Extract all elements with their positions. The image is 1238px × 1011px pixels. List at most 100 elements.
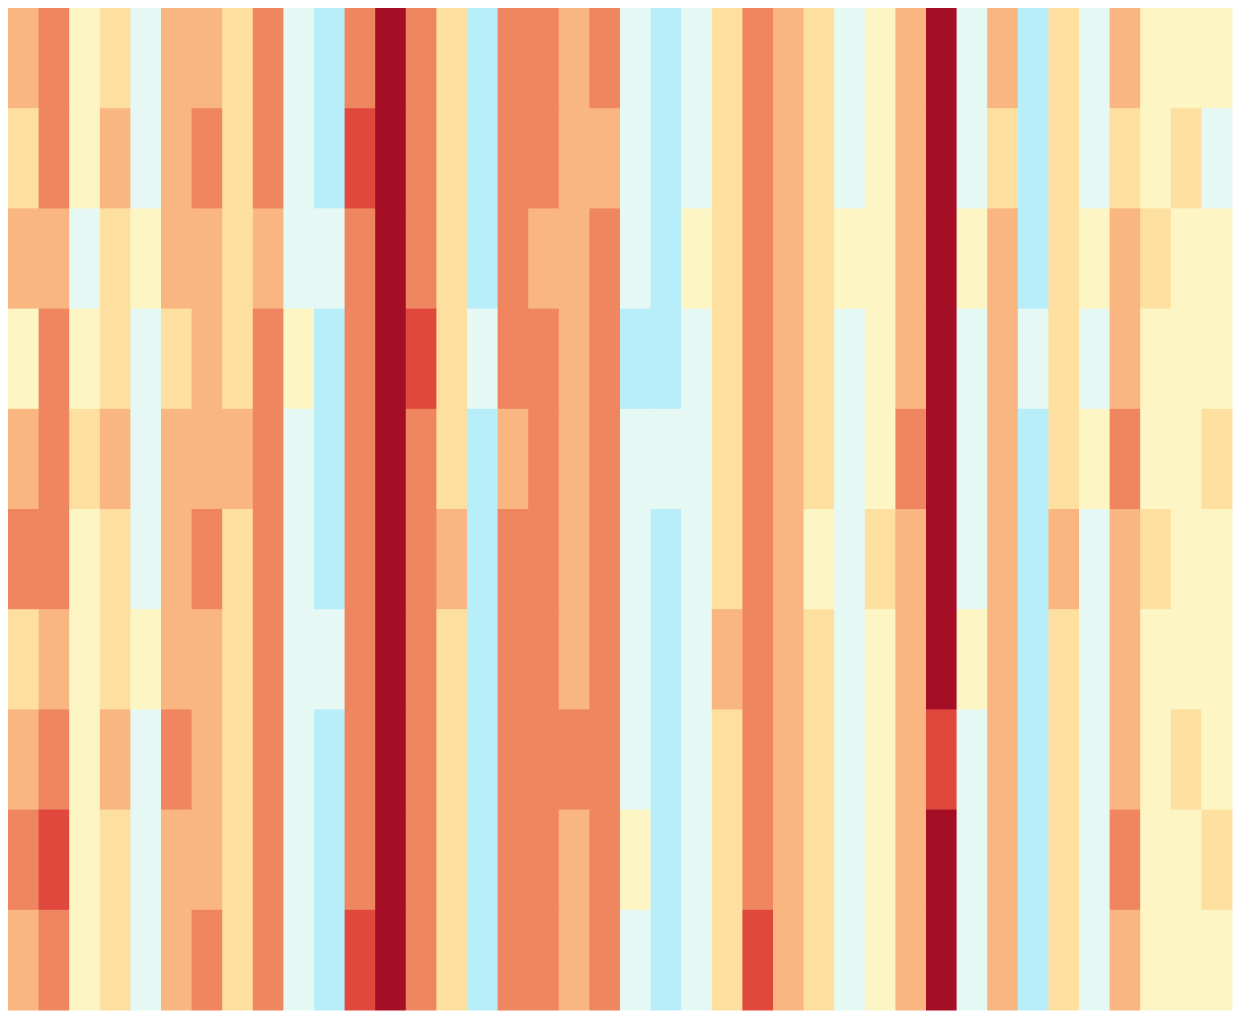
heatmap-cell: [1170, 709, 1202, 811]
heatmap-cell: [528, 108, 560, 209]
heatmap-cell: [283, 609, 315, 710]
heatmap-cell: [864, 408, 896, 510]
heatmap-cell: [803, 8, 835, 109]
heatmap-cell: [1048, 909, 1080, 1011]
heatmap-cell: [773, 609, 805, 710]
heatmap-cell: [620, 308, 652, 410]
heatmap-cell: [99, 709, 131, 811]
heatmap-cell: [99, 509, 131, 610]
heatmap-cell: [222, 108, 254, 209]
heatmap-cell: [283, 909, 315, 1011]
heatmap-cell: [436, 809, 468, 911]
heatmap-cell: [344, 208, 376, 310]
heatmap-cell: [467, 308, 499, 410]
heatmap-cell: [895, 609, 927, 710]
heatmap-cell: [803, 208, 835, 310]
heatmap-cell: [558, 709, 590, 811]
heatmap-cell: [1201, 709, 1233, 811]
heatmap-cell: [956, 609, 988, 710]
heatmap-cell: [1079, 308, 1111, 410]
heatmap-cell: [130, 609, 162, 710]
heatmap-cell: [1109, 208, 1141, 310]
heatmap-cell: [926, 909, 958, 1011]
heatmap-cell: [1140, 208, 1172, 310]
heatmap-cell: [497, 208, 529, 310]
heatmap-cell: [314, 709, 346, 811]
heatmap-cell: [711, 408, 743, 510]
heatmap-cell: [130, 909, 162, 1011]
heatmap-cell: [1017, 609, 1049, 710]
heatmap-cell: [497, 809, 529, 911]
heatmap-cell: [1079, 709, 1111, 811]
heatmap-cell: [956, 108, 988, 209]
heatmap-cell: [405, 8, 437, 109]
heatmap-cell: [589, 408, 621, 510]
heatmap-cell: [864, 509, 896, 610]
heatmap-cell: [1079, 509, 1111, 610]
heatmap-cell: [773, 308, 805, 410]
heatmap-cell: [283, 709, 315, 811]
heatmap-cell: [130, 709, 162, 811]
heatmap-cell: [1017, 408, 1049, 510]
heatmap-cell: [558, 108, 590, 209]
heatmap-cell: [191, 509, 223, 610]
heatmap-cell: [99, 8, 131, 109]
heatmap-cell: [1048, 809, 1080, 911]
heatmap-cell: [1048, 208, 1080, 310]
heatmap-cell: [375, 809, 407, 911]
heatmap-cell: [773, 509, 805, 610]
heatmap-cell: [895, 709, 927, 811]
heatmap-cell: [803, 609, 835, 710]
heatmap-cell: [161, 809, 193, 911]
heatmap-cell: [314, 108, 346, 209]
heatmap-cell: [1109, 308, 1141, 410]
heatmap-cell: [314, 208, 346, 310]
heatmap-cell: [1017, 308, 1049, 410]
heatmap-cell: [742, 408, 774, 510]
heatmap-cell: [956, 8, 988, 109]
heatmap-cell: [558, 208, 590, 310]
heatmap-cell: [283, 809, 315, 911]
heatmap-cell: [375, 709, 407, 811]
heatmap-cell: [375, 308, 407, 410]
heatmap-cell: [1048, 108, 1080, 209]
heatmap-cell: [1201, 609, 1233, 710]
heatmap-cell: [252, 709, 284, 811]
heatmap-cell: [161, 909, 193, 1011]
heatmap-cell: [650, 509, 682, 610]
heatmap-cell: [99, 408, 131, 510]
heatmap-cell: [987, 509, 1019, 610]
heatmap-cell: [1201, 509, 1233, 610]
heatmap-cell: [1079, 408, 1111, 510]
heatmap-cell: [252, 609, 284, 710]
heatmap-cell: [283, 408, 315, 510]
heatmap-cell: [497, 8, 529, 109]
heatmap-cell: [650, 809, 682, 911]
heatmap-cell: [130, 108, 162, 209]
heatmap-cell: [99, 909, 131, 1011]
heatmap-cell: [222, 909, 254, 1011]
heatmap-cell: [1201, 308, 1233, 410]
heatmap-cell: [803, 308, 835, 410]
heatmap-cell: [711, 509, 743, 610]
heatmap-cell: [99, 609, 131, 710]
heatmap-cell: [375, 909, 407, 1011]
heatmap-cell: [558, 509, 590, 610]
heatmap-cell: [38, 208, 70, 310]
heatmap-cell: [681, 208, 713, 310]
heatmap-cell: [130, 509, 162, 610]
heatmap-cell: [497, 509, 529, 610]
heatmap-cell: [1109, 909, 1141, 1011]
heatmap-cell: [834, 509, 866, 610]
heatmap-cell: [1017, 509, 1049, 610]
heatmap-cell: [1140, 809, 1172, 911]
heatmap-cell: [528, 809, 560, 911]
heatmap-cell: [1140, 108, 1172, 209]
heatmap-cell: [1170, 208, 1202, 310]
heatmap-cell: [742, 108, 774, 209]
heatmap-cell: [38, 609, 70, 710]
heatmap-cell: [834, 809, 866, 911]
heatmap-cell: [222, 709, 254, 811]
heatmap-cell: [681, 809, 713, 911]
heatmap-cell: [161, 308, 193, 410]
